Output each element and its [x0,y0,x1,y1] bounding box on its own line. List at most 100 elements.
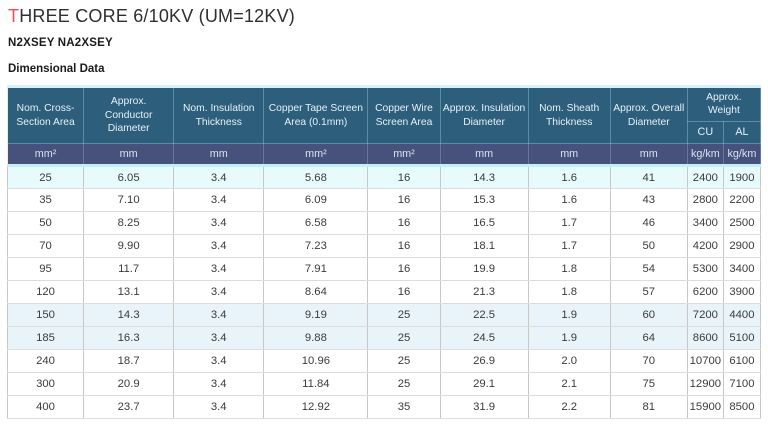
table-cell: 25 [367,349,441,373]
table-cell: 14.3 [83,303,175,327]
table-cell: 4200 [686,234,724,258]
col-header-insulation-diameter: Approx. Insulation Diameter [439,86,529,144]
table-cell: 11.7 [83,257,175,281]
table-cell: 300 [6,372,85,396]
table-row: 240 18.7 3.4 10.96 25 26.9 2.0 70 10700 6100 [6,349,762,373]
product-codes: N2XSEY NA2XSEY [8,37,113,49]
table-cell: 60 [609,303,688,327]
table-cell: 6.09 [263,188,369,212]
table-cell: 50 [609,234,688,258]
table-cell: 3.4 [173,395,265,419]
table-cell: 16 [367,234,441,258]
table-cell: 43 [609,188,688,212]
table-cell: 57 [609,280,688,304]
units-row: mm² mm mm mm² mm² mm mm mm kg/km kg/km [6,143,762,167]
table-cell: 54 [609,257,688,281]
title-accent-letter: T [8,6,20,26]
unit-cell: mm [439,143,529,167]
table-cell: 25 [367,303,441,327]
table-cell: 5100 [722,326,762,350]
table-cell: 1.8 [527,257,611,281]
table-cell: 35 [6,188,85,212]
table-cell: 16.3 [83,326,175,350]
table-cell: 12900 [686,372,724,396]
table-cell: 70 [609,349,688,373]
unit-cell: mm [83,143,175,167]
table-cell: 3.4 [173,257,265,281]
table-cell: 15.3 [439,188,529,212]
table-cell: 3.4 [173,372,265,396]
table-cell: 26.9 [439,349,529,373]
table-cell: 3400 [722,257,762,281]
table-cell: 3.4 [173,211,265,235]
table-body: 25 6.05 3.4 5.68 16 14.3 1.6 41 2400 1900 35 7.10 3.… [6,165,762,419]
unit-cell: mm [527,143,611,167]
col-header-weight-al: AL [722,120,762,145]
table-cell: 16 [367,280,441,304]
table-cell: 16 [367,257,441,281]
table-cell: 2900 [722,234,762,258]
table-cell: 3.4 [173,188,265,212]
table-cell: 5.68 [263,165,369,189]
table-cell: 3900 [722,280,762,304]
table-cell: 1.6 [527,188,611,212]
table-cell: 7.23 [263,234,369,258]
table-cell: 1.8 [527,280,611,304]
table-cell: 7100 [722,372,762,396]
table-cell: 25 [367,372,441,396]
table-cell: 29.1 [439,372,529,396]
table-cell: 3.4 [173,234,265,258]
table-cell: 8.25 [83,211,175,235]
table-cell: 46 [609,211,688,235]
table-cell: 3.4 [173,349,265,373]
table-cell: 3.4 [173,280,265,304]
table-cell: 120 [6,280,85,304]
table-cell: 19.9 [439,257,529,281]
table-cell: 25 [367,326,441,350]
section-title: Dimensional Data [8,63,105,75]
table-cell: 41 [609,165,688,189]
unit-cell-cu: kg/km [686,143,724,167]
table-cell: 13.1 [83,280,175,304]
col-header-copper-tape-screen: Copper Tape Screen Area (0.1mm) [263,86,369,144]
table-cell: 3.4 [173,303,265,327]
title-text: HREE CORE 6/10KV (UM=12KV) [19,6,295,26]
table-cell: 95 [6,257,85,281]
table-row: 120 13.1 3.4 8.64 16 21.3 1.8 57 6200 3900 [6,280,762,304]
table-cell: 12.92 [263,395,369,419]
table-cell: 3.4 [173,165,265,189]
table-cell: 3400 [686,211,724,235]
page-title: THREE CORE 6/10KV (UM=12KV) [8,6,295,27]
table-cell: 7.10 [83,188,175,212]
table-cell: 3.4 [173,326,265,350]
table-cell: 20.9 [83,372,175,396]
col-header-insulation-thickness: Nom. Insulation Thickness [173,86,265,144]
unit-cell: mm² [263,143,369,167]
unit-cell: mm [609,143,688,167]
table-cell: 2400 [686,165,724,189]
table-cell: 16 [367,165,441,189]
table-cell: 1.9 [527,326,611,350]
col-header-copper-wire-screen: Copper Wire Screen Area [367,86,441,144]
table-cell: 6.05 [83,165,175,189]
table-cell: 2200 [722,188,762,212]
table-cell: 9.90 [83,234,175,258]
table-cell: 18.1 [439,234,529,258]
col-header-overall-diameter: Approx. Overall Diameter [609,86,688,144]
table-cell: 8.64 [263,280,369,304]
table-cell: 9.88 [263,326,369,350]
table-cell: 6.58 [263,211,369,235]
table-row: 400 23.7 3.4 12.92 35 31.9 2.2 81 15900 8500 [6,395,762,419]
table-row: 50 8.25 3.4 6.58 16 16.5 1.7 46 3400 2500 [6,211,762,235]
table-cell: 2.0 [527,349,611,373]
table-cell: 14.3 [439,165,529,189]
table-cell: 7200 [686,303,724,327]
table-cell: 64 [609,326,688,350]
table-cell: 6200 [686,280,724,304]
table-cell: 185 [6,326,85,350]
table-cell: 7.91 [263,257,369,281]
table-row: 70 9.90 3.4 7.23 16 18.1 1.7 50 4200 2900 [6,234,762,258]
table-cell: 24.5 [439,326,529,350]
table-cell: 22.5 [439,303,529,327]
